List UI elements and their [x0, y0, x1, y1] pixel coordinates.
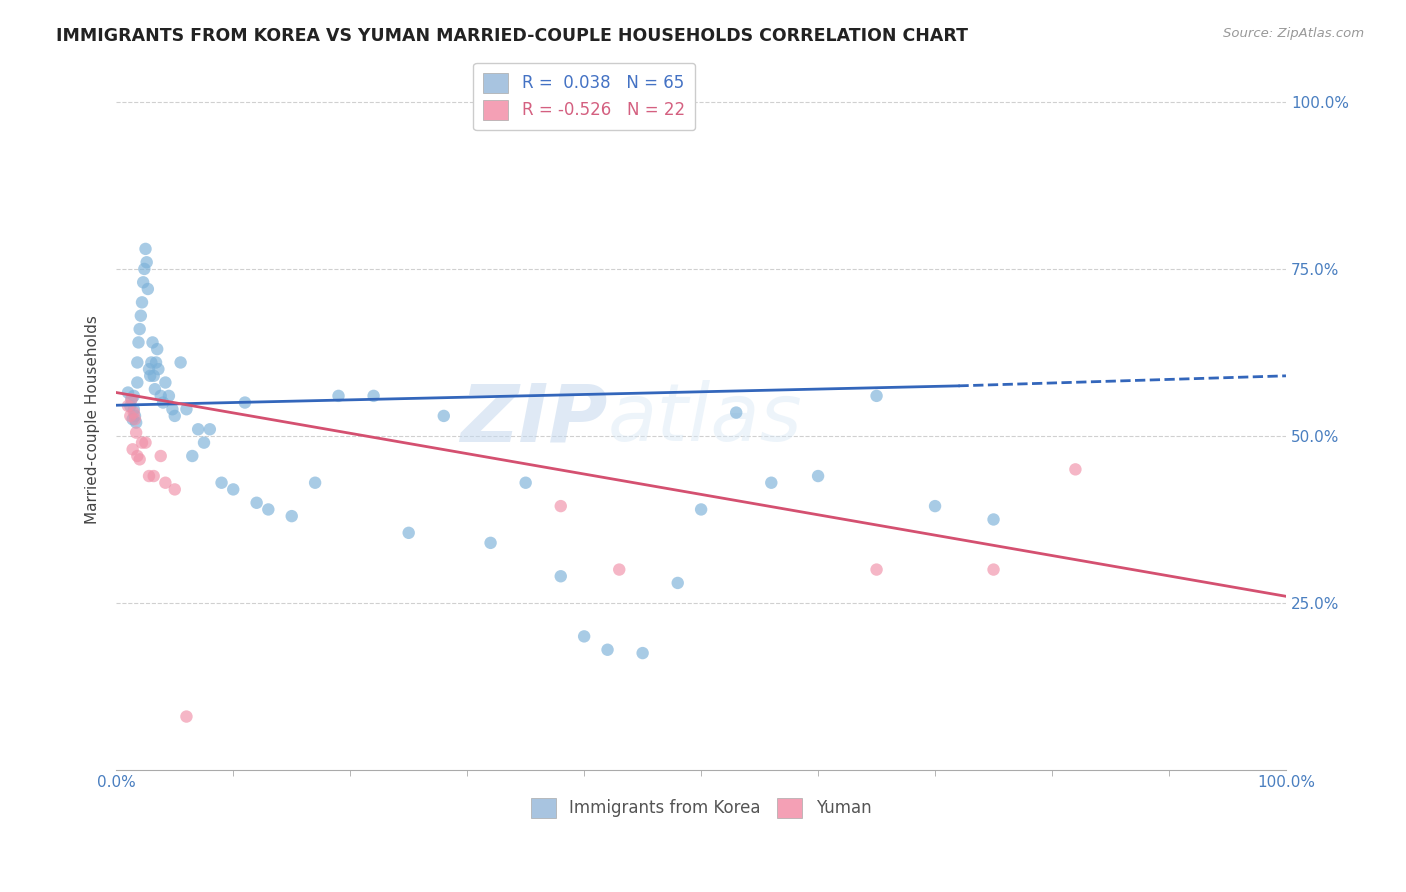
Point [479, 536, 502, 550]
Point [363, 389, 385, 403]
Point [155, 475, 177, 490]
Text: IMMIGRANTS FROM KOREA VS YUMAN MARRIED-COUPLE HOUSEHOLDS CORRELATION CHART: IMMIGRANTS FROM KOREA VS YUMAN MARRIED-C… [56, 27, 969, 45]
Point [328, 389, 350, 403]
Point [162, 402, 184, 417]
Point [135, 255, 157, 269]
Point [117, 399, 139, 413]
Point [572, 629, 595, 643]
Point [666, 576, 689, 591]
Point [865, 563, 887, 577]
Point [138, 469, 160, 483]
Point [631, 646, 654, 660]
Point [304, 475, 326, 490]
Text: Source: ZipAtlas.com: Source: ZipAtlas.com [1223, 27, 1364, 40]
Point [121, 392, 143, 407]
Point [924, 499, 946, 513]
Point [142, 469, 165, 483]
Point [122, 406, 145, 420]
Point [233, 395, 256, 409]
Point [124, 412, 146, 426]
Point [163, 483, 186, 497]
Point [128, 322, 150, 336]
Text: ZIP: ZIP [460, 380, 607, 458]
Point [131, 435, 153, 450]
Point [120, 409, 142, 423]
Point [193, 435, 215, 450]
Point [149, 449, 172, 463]
Point [163, 409, 186, 423]
Point [128, 452, 150, 467]
Point [121, 392, 143, 407]
Point [143, 382, 166, 396]
Point [141, 355, 163, 369]
Point [550, 569, 572, 583]
Point [198, 422, 221, 436]
Point [127, 449, 149, 463]
Point [433, 409, 456, 423]
Point [131, 295, 153, 310]
Point [983, 563, 1005, 577]
Point [550, 499, 572, 513]
Legend: Immigrants from Korea, Yuman: Immigrants from Korea, Yuman [524, 791, 877, 825]
Point [132, 275, 155, 289]
Point [169, 355, 191, 369]
Point [176, 402, 198, 417]
Point [157, 389, 180, 403]
Point [211, 475, 233, 490]
Y-axis label: Married-couple Households: Married-couple Households [86, 315, 100, 524]
Point [690, 502, 713, 516]
Point [865, 389, 887, 403]
Point [138, 362, 160, 376]
Point [134, 242, 156, 256]
Point [222, 483, 245, 497]
Point [124, 409, 146, 423]
Point [725, 406, 748, 420]
Point [761, 475, 783, 490]
Point [134, 435, 156, 450]
Point [246, 496, 269, 510]
Point [181, 449, 204, 463]
Point [122, 389, 145, 403]
Point [280, 509, 302, 524]
Point [145, 355, 167, 369]
Point [398, 525, 420, 540]
Point [125, 416, 148, 430]
Point [187, 422, 209, 436]
Point [155, 376, 177, 390]
Point [120, 399, 142, 413]
Point [121, 412, 143, 426]
Point [148, 362, 170, 376]
Point [139, 368, 162, 383]
Point [125, 425, 148, 440]
Point [129, 309, 152, 323]
Point [142, 368, 165, 383]
Point [122, 402, 145, 417]
Point [134, 262, 156, 277]
Point [152, 395, 174, 409]
Point [127, 376, 149, 390]
Point [146, 342, 169, 356]
Text: atlas: atlas [607, 380, 803, 458]
Point [117, 385, 139, 400]
Point [141, 335, 163, 350]
Point [176, 709, 198, 723]
Point [983, 512, 1005, 526]
Point [136, 282, 159, 296]
Point [515, 475, 537, 490]
Point [121, 442, 143, 457]
Point [128, 335, 150, 350]
Point [149, 389, 172, 403]
Point [807, 469, 830, 483]
Point [1064, 462, 1087, 476]
Point [127, 355, 149, 369]
Point [596, 642, 619, 657]
Point [607, 563, 630, 577]
Point [257, 502, 280, 516]
